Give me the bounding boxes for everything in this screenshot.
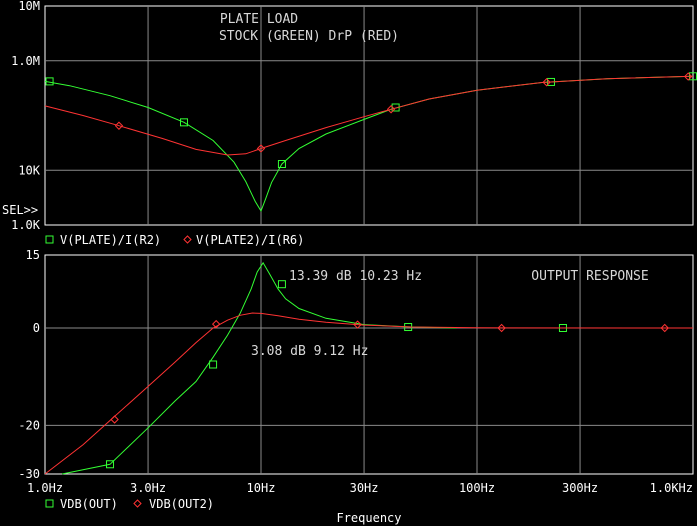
diamond-marker	[542, 78, 551, 87]
diamond-marker	[110, 415, 119, 424]
output-series-line-0	[62, 261, 457, 475]
output-plot-title: OUTPUT RESPONSE	[531, 269, 648, 284]
square-marker	[209, 360, 218, 369]
output-y-tick-label: -30	[18, 467, 40, 481]
square-marker	[179, 118, 188, 127]
output-plot-frame	[44, 254, 694, 475]
output-y-tick-label: -20	[18, 418, 40, 432]
legend-square-icon	[45, 235, 54, 244]
diamond-marker	[660, 323, 669, 333]
legend-series-plate2: V(PLATE2)/I(R6)	[196, 233, 304, 247]
legend-square-icon	[45, 499, 54, 508]
square-marker	[277, 280, 286, 289]
square-marker	[277, 160, 286, 169]
impedance-y-tick-label: 10K	[18, 163, 40, 177]
impedance-plot-frame	[44, 5, 694, 226]
diamond-marker	[256, 144, 266, 153]
square-marker	[45, 77, 54, 86]
peak-annotation-red: 3.08 dB 9.12 Hz	[251, 344, 368, 359]
output-y-tick-label: 15	[26, 248, 40, 262]
output-legend: VDB(OUT) VDB(OUT2)	[45, 497, 214, 511]
square-marker	[106, 460, 115, 469]
impedance-y-tick-label: 10M	[18, 0, 40, 13]
impedance-plot-title: PLATE LOAD	[220, 12, 298, 27]
impedance-legend: V(PLATE)/I(R2) V(PLATE2)/I(R6)	[45, 233, 304, 247]
diamond-marker	[114, 121, 124, 130]
legend-series-out: VDB(OUT)	[60, 497, 118, 511]
diamond-marker	[683, 72, 693, 81]
diamond-marker	[353, 320, 362, 329]
diamond-marker	[497, 323, 506, 333]
x-tick-label: 300Hz	[562, 481, 598, 495]
x-tick-label: 30Hz	[350, 481, 379, 495]
legend-series-out2: VDB(OUT2)	[149, 497, 214, 511]
output-y-tick-label: 0	[33, 321, 40, 335]
output-response-plot: 15 0 -20 -30 OUTPUT RESPONSE 13.39 dB 10.23…	[18, 248, 694, 481]
impedance-plot-subtitle: STOCK (GREEN) DrP (RED)	[219, 29, 399, 44]
x-tick-label: 1.0Hz	[27, 481, 63, 495]
impedance-plot: 10M 1.0M 10K 1.0K PLATE LOAD STOCK (GREEN) …	[11, 0, 697, 232]
x-tick-label: 100Hz	[459, 481, 495, 495]
x-tick-label: 3.0Hz	[130, 481, 166, 495]
legend-series-plate: V(PLATE)/I(R2)	[60, 233, 161, 247]
peak-annotation-green: 13.39 dB 10.23 Hz	[289, 269, 422, 284]
impedance-series-line-1	[44, 75, 694, 156]
diamond-marker	[386, 105, 396, 114]
sel-marker[interactable]: SEL>>	[2, 203, 38, 217]
diamond-marker	[211, 319, 221, 329]
legend-diamond-icon	[183, 235, 192, 244]
x-axis-label: Frequency	[336, 511, 401, 525]
output-series-line-1	[44, 312, 694, 475]
x-tick-label: 1.0KHz	[650, 481, 693, 495]
impedance-y-tick-label: 1.0M	[11, 54, 40, 68]
legend-diamond-icon	[133, 499, 142, 508]
impedance-y-tick-label: 1.0K	[11, 218, 41, 232]
x-tick-label: 10Hz	[247, 481, 276, 495]
